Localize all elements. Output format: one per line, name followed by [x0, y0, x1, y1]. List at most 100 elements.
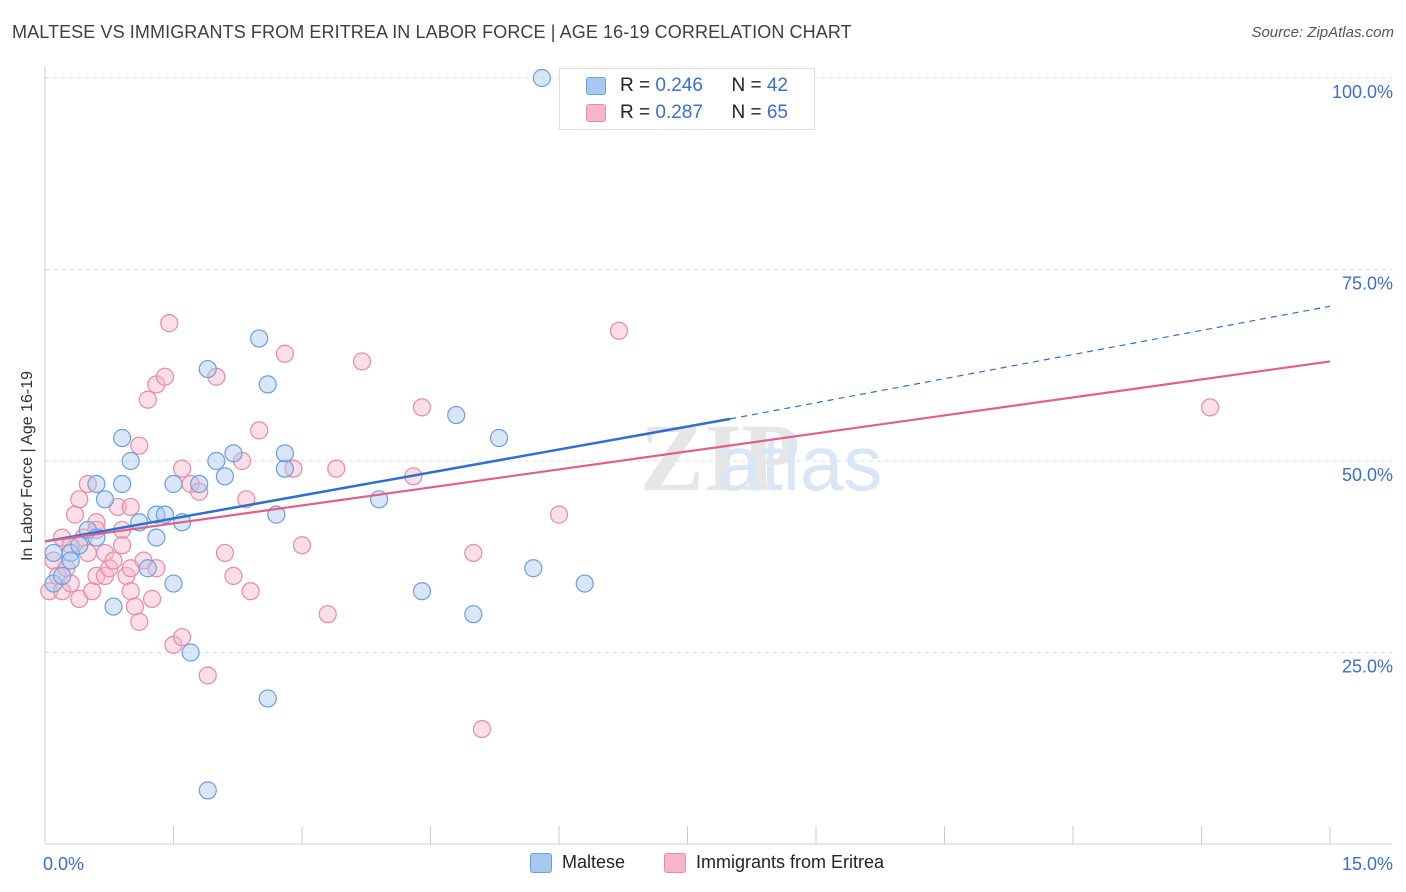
source-label: Source: ZipAtlas.com [1251, 24, 1394, 41]
eritrea-point [172, 459, 192, 478]
x-tick-label: 0.0% [43, 854, 84, 874]
maltese-point [224, 444, 243, 463]
eritrea-point [412, 398, 432, 417]
watermark-atlas: atlas [718, 419, 883, 507]
legend-box: R = 0.246 N = 42 R = 0.287 N = 65 [559, 68, 815, 130]
maltese-point [164, 574, 183, 593]
eritrea-point [352, 352, 372, 371]
eritrea-point [130, 436, 149, 455]
eritrea-point [160, 314, 179, 333]
eritrea-point [549, 505, 569, 524]
maltese-point [112, 474, 132, 494]
tick-label-layer: 25.0% 50.0% 75.0% 100.0% 0.0% 15.0% [43, 82, 1393, 874]
maltese-point [258, 375, 277, 394]
eritrea-point [609, 321, 629, 340]
maltese-point [532, 68, 551, 88]
maltese-point [53, 566, 72, 586]
y-tick-label: 100.0% [1332, 82, 1393, 102]
eritrea-point [224, 566, 243, 586]
maltese-swatch [530, 853, 552, 873]
maltese-point [164, 474, 183, 494]
eritrea-point [112, 536, 132, 555]
legend-n-label: N = [731, 102, 767, 123]
maltese-point [87, 474, 106, 494]
eritrea-point [275, 344, 294, 363]
eritrea-point [250, 421, 269, 440]
eritrea-point [327, 459, 346, 478]
y-tick-label: 75.0% [1342, 274, 1393, 294]
maltese-points [44, 68, 594, 800]
maltese-point [198, 359, 217, 379]
y-tick-label: 25.0% [1342, 657, 1393, 677]
eritrea-swatch [586, 104, 606, 122]
eritrea-point [215, 543, 234, 563]
maltese-point [250, 329, 269, 348]
eritrea-point [190, 482, 209, 501]
eritrea-trendline [44, 360, 1331, 543]
eritrea-point [125, 597, 145, 616]
maltese-point [412, 582, 432, 601]
maltese-point [198, 781, 217, 800]
y-axis-label: In Labor Force | Age 16-19 [19, 370, 36, 562]
eritrea-point [241, 582, 260, 601]
y-tick-label: 50.0% [1342, 465, 1393, 485]
legend-n-value: 42 [766, 75, 788, 96]
maltese-point [207, 451, 226, 471]
maltese-point [190, 474, 209, 494]
eritrea-point [464, 543, 483, 563]
eritrea-point [318, 605, 337, 624]
maltese-point [112, 428, 132, 448]
maltese-point [489, 428, 509, 448]
maltese-point [464, 605, 483, 624]
eritrea-point [121, 497, 140, 517]
maltese-point [447, 405, 466, 425]
legend-r-value: 0.287 [655, 102, 703, 123]
legend-n-label: N = [731, 75, 767, 96]
maltese-trendline-extension [730, 305, 1331, 420]
eritrea-point [1200, 398, 1220, 417]
maltese-point [70, 536, 89, 555]
maltese-point [181, 643, 200, 662]
eritrea-point [104, 551, 123, 570]
maltese-point [215, 467, 234, 486]
eritrea-point [130, 612, 149, 631]
legend-r-label: R = [620, 102, 656, 123]
maltese-point [121, 451, 140, 471]
eritrea-point [142, 589, 162, 608]
chart-title: MALTESE VS IMMIGRANTS FROM ERITREA IN LA… [12, 22, 852, 42]
eritrea-point [65, 505, 85, 524]
maltese-point [138, 559, 157, 578]
eritrea-swatch [664, 853, 686, 873]
eritrea-points [40, 314, 1220, 739]
legend-r-label: R = [620, 75, 656, 96]
eritrea-point [292, 536, 312, 555]
eritrea-point [83, 582, 102, 601]
maltese-swatch [586, 77, 606, 95]
eritrea-point [121, 582, 140, 601]
maltese-point [524, 559, 543, 578]
eritrea-point [155, 367, 175, 386]
maltese-point [575, 574, 594, 593]
maltese-point [275, 459, 294, 478]
eritrea-point [70, 490, 89, 509]
x-tick-label: 15.0% [1342, 854, 1393, 874]
maltese-point [147, 528, 166, 547]
maltese-point [258, 689, 277, 708]
legend-label-maltese: Maltese [562, 852, 626, 872]
legend-label-eritrea: Immigrants from Eritrea [696, 852, 885, 872]
eritrea-point [198, 666, 217, 685]
axis-layer [44, 66, 1392, 845]
maltese-point [95, 490, 115, 509]
maltese-point [61, 551, 80, 570]
eritrea-point [138, 390, 157, 409]
legend-n-value: 65 [766, 102, 788, 123]
legend-r-value: 0.246 [655, 75, 703, 96]
maltese-trendline [44, 417, 731, 543]
maltese-point [44, 543, 63, 563]
grid-layer [45, 77, 1392, 653]
maltese-point [104, 597, 123, 616]
eritrea-point [172, 628, 192, 647]
eritrea-point [121, 559, 140, 578]
maltese-point [275, 444, 294, 463]
